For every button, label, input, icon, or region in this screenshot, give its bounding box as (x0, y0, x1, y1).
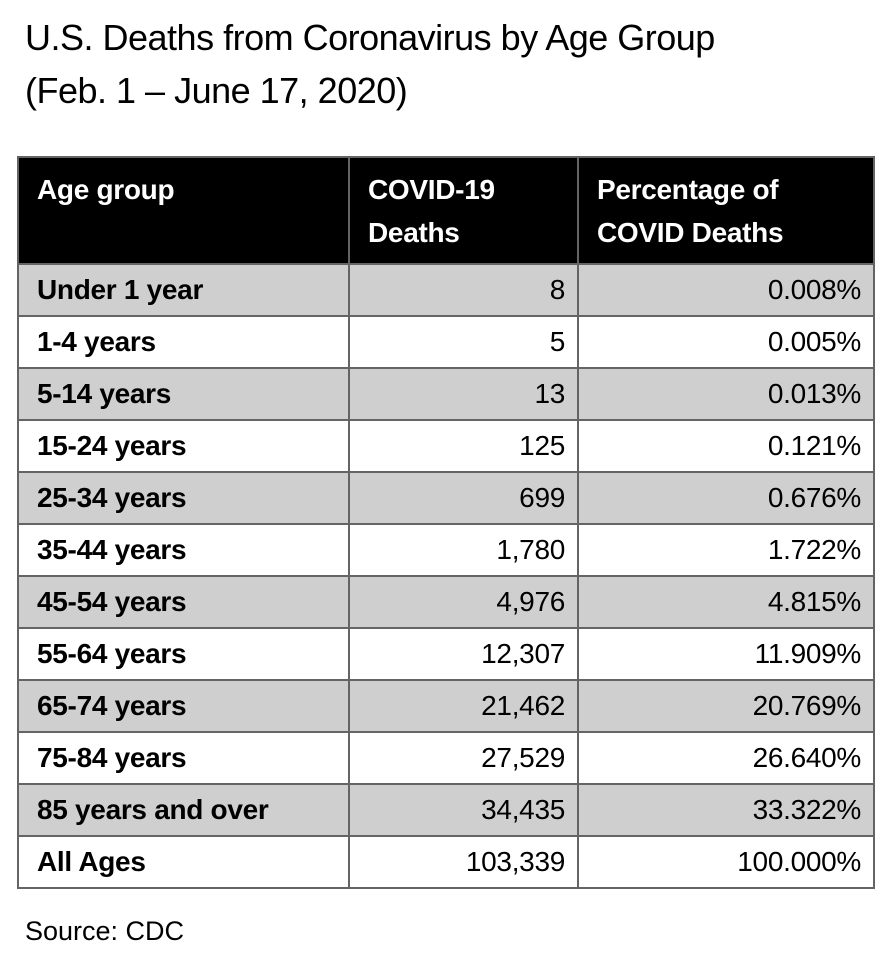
percentage-cell: 26.640% (577, 730, 875, 785)
header-age-group: Age group (17, 156, 350, 265)
percentage-cell: 33.322% (577, 782, 875, 837)
table-row: 25-34 years 699 0.676% (17, 470, 875, 525)
table-row: 15-24 years 125 0.121% (17, 418, 875, 473)
percentage-cell: 100.000% (577, 834, 875, 889)
age-group-cell: 5-14 years (17, 366, 350, 421)
age-group-cell: 1-4 years (17, 314, 350, 369)
percentage-cell: 0.005% (577, 314, 875, 369)
table-row: All Ages 103,339 100.000% (17, 834, 875, 889)
percentage-cell: 0.121% (577, 418, 875, 473)
percentage-cell: 0.013% (577, 366, 875, 421)
deaths-cell: 125 (348, 418, 579, 473)
deaths-cell: 1,780 (348, 522, 579, 577)
age-group-cell: Under 1 year (17, 262, 350, 317)
table-row: 45-54 years 4,976 4.815% (17, 574, 875, 629)
age-group-cell: 65-74 years (17, 678, 350, 733)
header-covid-deaths: COVID-19 Deaths (348, 156, 579, 265)
table-row: 1-4 years 5 0.005% (17, 314, 875, 369)
source-caption: Source: CDC (25, 916, 185, 946)
deaths-cell: 4,976 (348, 574, 579, 629)
age-group-cell: 25-34 years (17, 470, 350, 525)
table-row: 85 years and over 34,435 33.322% (17, 782, 875, 837)
table-header-row: Age group COVID-19 Deaths Percentage of … (17, 156, 875, 265)
age-group-cell: 85 years and over (17, 782, 350, 837)
deaths-cell: 12,307 (348, 626, 579, 681)
page-title: U.S. Deaths from Coronavirus by Age Grou… (25, 12, 715, 118)
table-row: 35-44 years 1,780 1.722% (17, 522, 875, 577)
table-row: 65-74 years 21,462 20.769% (17, 678, 875, 733)
deaths-cell: 699 (348, 470, 579, 525)
table-body: Under 1 year 8 0.008% 1-4 years 5 0.005% 5-14 … (17, 262, 875, 889)
percentage-cell: 4.815% (577, 574, 875, 629)
age-group-cell: 35-44 years (17, 522, 350, 577)
deaths-cell: 21,462 (348, 678, 579, 733)
deaths-cell: 103,339 (348, 834, 579, 889)
deaths-by-age-table: Age group COVID-19 Deaths Percentage of … (17, 156, 875, 889)
deaths-cell: 13 (348, 366, 579, 421)
deaths-cell: 34,435 (348, 782, 579, 837)
age-group-cell: 75-84 years (17, 730, 350, 785)
age-group-cell: 55-64 years (17, 626, 350, 681)
deaths-cell: 5 (348, 314, 579, 369)
table-row: 5-14 years 13 0.013% (17, 366, 875, 421)
table-header: Age group COVID-19 Deaths Percentage of … (17, 156, 875, 265)
percentage-cell: 0.676% (577, 470, 875, 525)
percentage-cell: 11.909% (577, 626, 875, 681)
deaths-cell: 27,529 (348, 730, 579, 785)
table-row: 75-84 years 27,529 26.640% (17, 730, 875, 785)
percentage-cell: 0.008% (577, 262, 875, 317)
page-title-line1: U.S. Deaths from Coronavirus by Age Grou… (25, 17, 715, 58)
header-percentage: Percentage of COVID Deaths (577, 156, 875, 265)
age-group-cell: 45-54 years (17, 574, 350, 629)
page-title-line2: (Feb. 1 – June 17, 2020) (25, 69, 408, 111)
table-row: Under 1 year 8 0.008% (17, 262, 875, 317)
table-row: 55-64 years 12,307 11.909% (17, 626, 875, 681)
percentage-cell: 20.769% (577, 678, 875, 733)
deaths-cell: 8 (348, 262, 579, 317)
percentage-cell: 1.722% (577, 522, 875, 577)
age-group-cell: All Ages (17, 834, 350, 889)
age-group-cell: 15-24 years (17, 418, 350, 473)
